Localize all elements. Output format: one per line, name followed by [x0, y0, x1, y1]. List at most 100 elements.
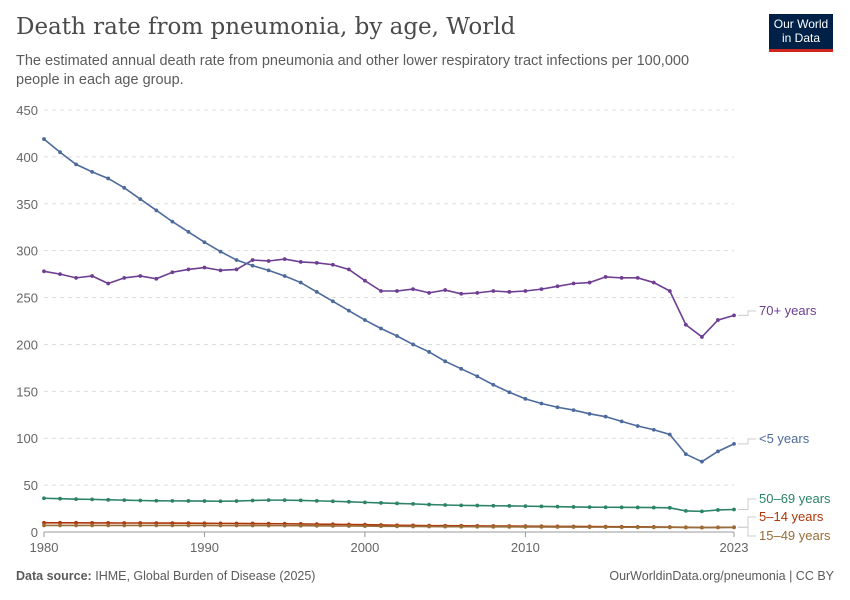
data-point	[58, 523, 62, 528]
data-point	[443, 359, 448, 364]
data-point	[154, 276, 159, 281]
data-point	[395, 524, 399, 529]
data-point	[539, 504, 544, 509]
data-point	[619, 505, 624, 510]
data-point	[106, 523, 111, 528]
data-point	[282, 274, 287, 278]
data-point	[491, 382, 496, 387]
data-point	[443, 503, 448, 507]
data-point	[74, 520, 78, 525]
data-point	[459, 503, 464, 508]
data-point	[539, 525, 544, 529]
data-point	[122, 275, 127, 280]
data-point	[555, 405, 560, 410]
data-point	[732, 313, 736, 318]
data-point	[523, 289, 528, 293]
data-point	[202, 240, 207, 245]
data-point	[58, 520, 62, 525]
data-point	[266, 259, 271, 263]
data-point	[170, 498, 175, 503]
data-point	[58, 272, 62, 277]
data-point	[202, 499, 207, 503]
data-point	[90, 169, 95, 174]
data-point	[555, 504, 560, 509]
legend-connector	[738, 498, 756, 510]
data-point	[250, 523, 255, 528]
legend-label: 5–14 years	[759, 509, 824, 524]
data-point	[154, 208, 159, 213]
data-point	[459, 366, 464, 371]
data-point	[475, 374, 480, 379]
data-point	[282, 498, 287, 503]
data-point	[427, 502, 432, 507]
data-point	[106, 497, 111, 502]
data-point	[700, 525, 704, 530]
data-point	[154, 523, 159, 528]
y-tick-label: 150	[16, 384, 38, 399]
data-point	[42, 496, 46, 501]
data-point	[683, 509, 688, 513]
x-tick-label: 2023	[720, 540, 749, 555]
data-point	[571, 408, 576, 412]
data-point	[363, 318, 367, 322]
data-point	[587, 280, 592, 285]
data-point	[539, 287, 544, 292]
data-point	[314, 260, 319, 265]
data-point	[346, 308, 351, 313]
data-point	[523, 504, 528, 509]
data-point	[603, 414, 608, 419]
y-tick-label: 200	[16, 337, 38, 352]
series-line	[44, 524, 735, 529]
data-point	[507, 390, 512, 395]
data-point	[395, 501, 399, 506]
data-point	[619, 525, 624, 530]
data-point	[266, 268, 271, 273]
data-point	[138, 498, 143, 503]
data-point	[330, 499, 335, 504]
data-point	[700, 509, 704, 514]
data-point	[459, 291, 464, 296]
data-point	[106, 281, 111, 286]
data-point	[427, 524, 432, 529]
data-point	[218, 268, 223, 273]
data-point	[379, 289, 383, 293]
data-point	[523, 396, 528, 401]
y-tick-label: 300	[16, 244, 38, 259]
data-point	[619, 275, 624, 280]
data-point	[443, 288, 448, 292]
data-point	[218, 249, 223, 254]
data-point	[491, 524, 496, 529]
legend-label: <5 years	[759, 431, 810, 446]
data-point	[186, 499, 191, 503]
data-point	[651, 505, 656, 510]
data-point	[395, 334, 399, 338]
data-point	[683, 452, 688, 457]
data-point	[298, 523, 303, 528]
data-point	[218, 523, 223, 528]
data-point	[234, 267, 239, 272]
legend-connector	[738, 516, 756, 528]
data-point	[298, 498, 303, 503]
data-point	[122, 185, 127, 190]
data-point	[298, 260, 303, 264]
data-point	[330, 262, 335, 267]
data-point	[170, 219, 175, 224]
data-point	[571, 525, 576, 529]
data-point	[555, 284, 560, 289]
data-point	[507, 504, 512, 508]
data-point	[58, 150, 62, 155]
x-tick-label: 2010	[511, 540, 540, 555]
data-point	[234, 258, 239, 262]
footer-link[interactable]: OurWorldinData.org/pneumonia | CC BY	[609, 569, 834, 583]
legend-label: 70+ years	[759, 303, 817, 318]
data-point	[282, 523, 287, 528]
data-point	[683, 322, 688, 327]
data-point	[523, 525, 528, 529]
owid-logo[interactable]: Our World in Data	[769, 14, 833, 52]
data-point	[282, 257, 287, 262]
data-point	[603, 505, 608, 510]
data-point	[42, 269, 46, 274]
data-point	[234, 523, 239, 528]
